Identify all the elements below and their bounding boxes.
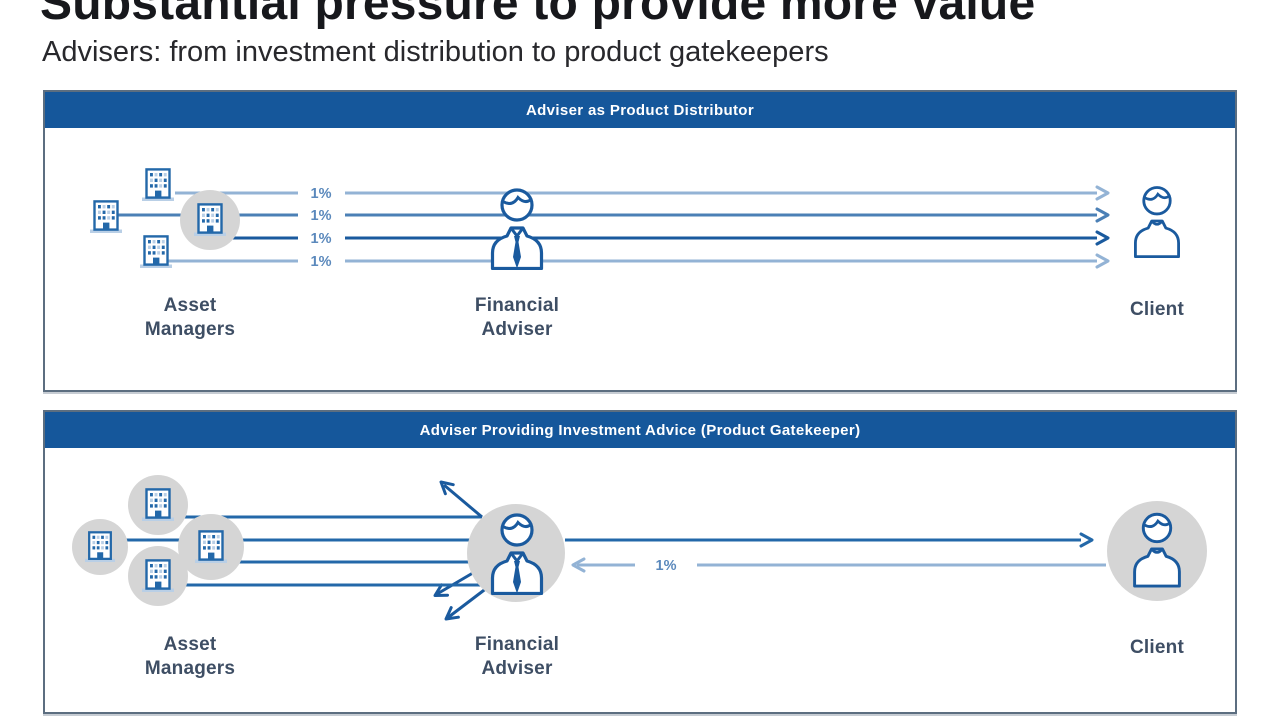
asset-managers-label: Asset Managers (144, 634, 236, 679)
asset-managers-label: Asset Managers (144, 295, 236, 340)
panel1-body: 1% 1% 1% 1% Asset Managers Financial Adv… (45, 128, 1235, 390)
adviser-icon (490, 188, 544, 270)
product-line-1 (158, 480, 483, 519)
rejected-arrow-icon (444, 606, 460, 621)
fee-label-1: 1% (311, 186, 332, 202)
arrow-right-icon (1095, 185, 1110, 201)
rejected-arrow-icon (439, 480, 455, 496)
fee-label-4: 1% (311, 254, 332, 270)
distributor-diagram: 1% 1% 1% 1% (88, 168, 1181, 270)
client-label: Client (1130, 299, 1184, 320)
client-label: Client (1130, 637, 1184, 658)
panel2-body: 1% Asset Managers Financial Adviser Clie… (45, 448, 1235, 712)
client-fee-label: 1% (656, 558, 677, 574)
building-icon (140, 168, 176, 202)
building-icon (83, 531, 117, 563)
building-icon (193, 530, 229, 564)
product-line-3 (211, 558, 496, 597)
fee-label-2: 1% (311, 208, 332, 224)
building-icon (88, 200, 124, 234)
page-subtitle: Advisers: from investment distribution t… (42, 36, 829, 68)
fee-line-2 (107, 207, 1110, 223)
building-icon (140, 559, 176, 593)
fee-line-4 (158, 253, 1110, 269)
panel-product-distributor: Adviser as Product Distributor 1% 1 (43, 90, 1237, 392)
panel-product-gatekeeper: Adviser Providing Investment Advice (Pro… (43, 410, 1237, 714)
building-icon (140, 488, 176, 522)
fee-line-3 (210, 230, 1110, 246)
panel1-header-label: Adviser as Product Distributor (525, 101, 755, 119)
gatekeeper-diagram: 1% (72, 475, 1207, 621)
building-icon (192, 203, 228, 237)
client-icon (1133, 186, 1181, 258)
product-line-4 (158, 576, 501, 621)
panel2-header: Adviser Providing Investment Advice (Pro… (45, 412, 1235, 448)
financial-adviser-label: Financial Adviser (474, 634, 560, 679)
arrow-right-icon (1095, 230, 1110, 246)
panel1-header: Adviser as Product Distributor (45, 92, 1235, 128)
panel2-header-label: Adviser Providing Investment Advice (Pro… (419, 421, 861, 439)
arrow-right-icon (1079, 532, 1094, 548)
financial-adviser-label: Financial Adviser (474, 295, 560, 340)
client-fee-line (571, 557, 1106, 573)
page-title: Substantial pressure to provide more val… (40, 0, 1036, 30)
rejected-arrow-icon (433, 583, 450, 597)
arrow-right-icon (1095, 207, 1110, 223)
arrow-left-icon (571, 557, 586, 573)
arrow-right-icon (1095, 253, 1110, 269)
advice-line (565, 532, 1094, 548)
fee-line-1 (175, 185, 1110, 201)
fee-label-3: 1% (311, 231, 332, 247)
building-icon (138, 235, 174, 269)
